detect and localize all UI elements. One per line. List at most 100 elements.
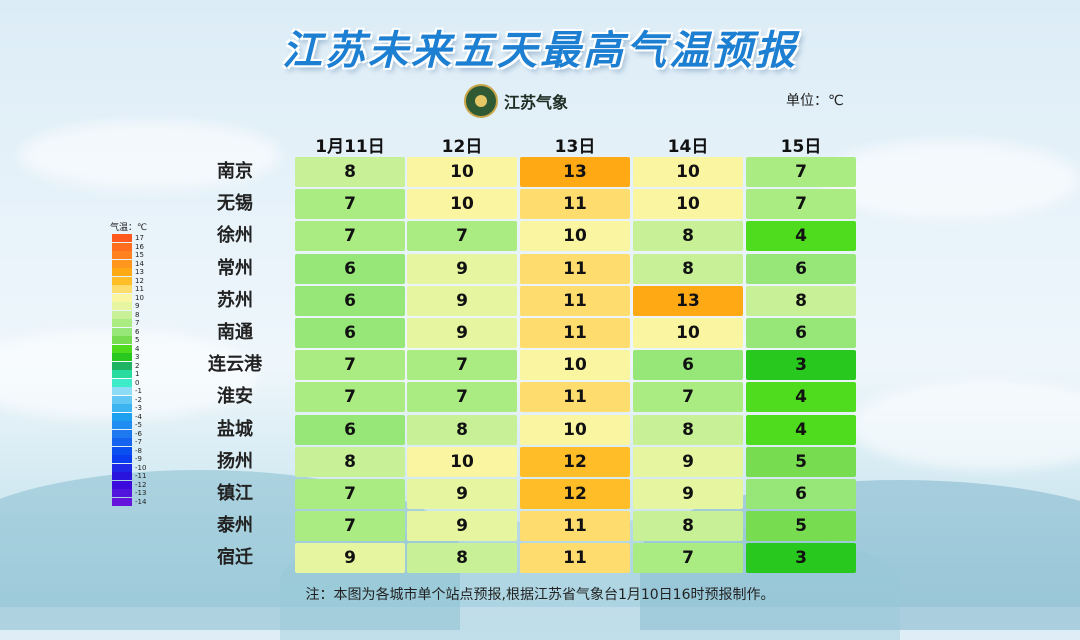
temperature-cell: 7 <box>295 350 405 381</box>
temperature-cell: 6 <box>295 253 405 284</box>
temperature-cell: 7 <box>633 543 743 574</box>
legend-swatch <box>112 327 132 336</box>
temperature-cell: 8 <box>633 511 743 542</box>
temperature-cell: 6 <box>746 253 856 284</box>
legend-label: 4 <box>135 344 140 353</box>
temperature-cell: 10 <box>520 221 630 252</box>
legend-label: 15 <box>135 251 144 259</box>
legend-label: -6 <box>135 429 142 438</box>
temperature-cell: 11 <box>520 511 630 542</box>
city-label: 无锡 <box>217 193 253 215</box>
legend-label: 0 <box>135 378 140 387</box>
temperature-cell: 9 <box>407 285 517 316</box>
legend-swatch <box>112 421 132 429</box>
temperature-cell: 11 <box>520 189 630 220</box>
legend-label: -1 <box>135 387 142 395</box>
unit-label: 单位：℃ <box>786 93 844 109</box>
temperature-cell: 6 <box>746 318 856 348</box>
temperature-cell: 9 <box>633 446 743 477</box>
legend-label: -7 <box>135 438 142 446</box>
temperature-cell: 6 <box>746 479 856 509</box>
column-header: 14日 <box>667 137 709 157</box>
weather-seal-icon <box>464 84 498 118</box>
temperature-cell: 6 <box>295 414 405 445</box>
legend-label: -13 <box>135 489 147 497</box>
temperature-cell: 10 <box>407 157 517 187</box>
legend-swatch <box>112 480 132 489</box>
legend-swatch <box>112 234 132 242</box>
city-label: 淮安 <box>217 386 253 408</box>
legend-label: -4 <box>135 412 142 421</box>
legend-label: 8 <box>135 310 140 319</box>
legend-swatch <box>112 336 132 344</box>
temperature-cell: 8 <box>295 157 405 187</box>
legend-swatch <box>112 302 132 310</box>
temperature-cell: 7 <box>407 350 517 381</box>
legend-label: 10 <box>135 293 144 302</box>
temperature-cell: 4 <box>746 414 856 445</box>
city-label: 泰州 <box>217 515 253 537</box>
temperature-cell: 8 <box>295 446 405 477</box>
legend-label: 6 <box>135 327 140 336</box>
footnote: 注：本图为各城市单个站点预报,根据江苏省气象台1月10日16时预报制作。 <box>305 587 775 603</box>
logo-text: 江苏气象 <box>504 93 569 112</box>
legend-label: 2 <box>135 361 140 370</box>
temperature-cell: 4 <box>746 382 856 413</box>
temperature-cell: 9 <box>295 543 405 574</box>
temperature-cell: 7 <box>295 511 405 542</box>
temperature-cell: 6 <box>295 285 405 316</box>
temperature-cell: 9 <box>407 318 517 348</box>
legend-swatch <box>112 497 132 506</box>
legend-label: 3 <box>135 353 140 361</box>
legend-swatch <box>112 489 132 497</box>
temperature-cell: 13 <box>520 157 630 187</box>
legend-swatch <box>112 438 132 446</box>
legend-swatch <box>112 472 132 480</box>
temperature-cell: 3 <box>746 350 856 381</box>
temperature-cell: 10 <box>407 189 517 220</box>
legend-swatch <box>112 361 132 370</box>
legend-swatch <box>112 293 132 302</box>
legend-label: 7 <box>135 319 140 327</box>
legend-label: 9 <box>135 302 140 310</box>
legend-label: 13 <box>135 268 144 276</box>
city-label: 南通 <box>217 322 253 343</box>
temperature-cell: 7 <box>295 382 405 413</box>
temperature-cell: 11 <box>520 318 630 348</box>
temperature-cell: 7 <box>746 189 856 220</box>
column-header: 15日 <box>780 137 822 157</box>
legend-label: 17 <box>135 234 144 242</box>
temperature-cell: 9 <box>407 479 517 509</box>
city-label: 扬州 <box>217 450 253 472</box>
legend-label: 16 <box>135 242 144 251</box>
city-label: 宿迁 <box>217 547 253 569</box>
legend-swatch <box>112 310 132 319</box>
temperature-cell: 7 <box>295 479 405 509</box>
temperature-cell: 10 <box>633 189 743 220</box>
temperature-cell: 9 <box>407 511 517 542</box>
legend-label: -9 <box>135 455 142 463</box>
legend-label: -12 <box>135 480 147 489</box>
legend-swatch <box>112 276 132 285</box>
legend-swatch <box>112 319 132 327</box>
legend-label: -14 <box>135 497 147 506</box>
legend-swatch <box>112 429 132 438</box>
temperature-cell: 6 <box>295 318 405 348</box>
temperature-cell: 5 <box>746 511 856 542</box>
legend-title: 气温：℃ <box>110 223 148 233</box>
temperature-cell: 7 <box>295 221 405 252</box>
legend-swatch <box>112 344 132 353</box>
city-label: 连云港 <box>208 354 262 376</box>
temperature-cell: 9 <box>633 479 743 509</box>
legend-label: -2 <box>135 395 142 404</box>
temperature-cell: 11 <box>520 543 630 574</box>
legend-label: 1 <box>135 370 140 378</box>
temperature-cell: 8 <box>407 414 517 445</box>
column-header: 13日 <box>554 137 596 157</box>
column-header: 12日 <box>441 137 483 157</box>
temperature-cell: 13 <box>633 285 743 316</box>
legend-swatch <box>112 251 132 259</box>
temperature-cell: 3 <box>746 543 856 574</box>
legend-label: -3 <box>135 404 142 412</box>
city-label: 镇江 <box>217 483 253 504</box>
